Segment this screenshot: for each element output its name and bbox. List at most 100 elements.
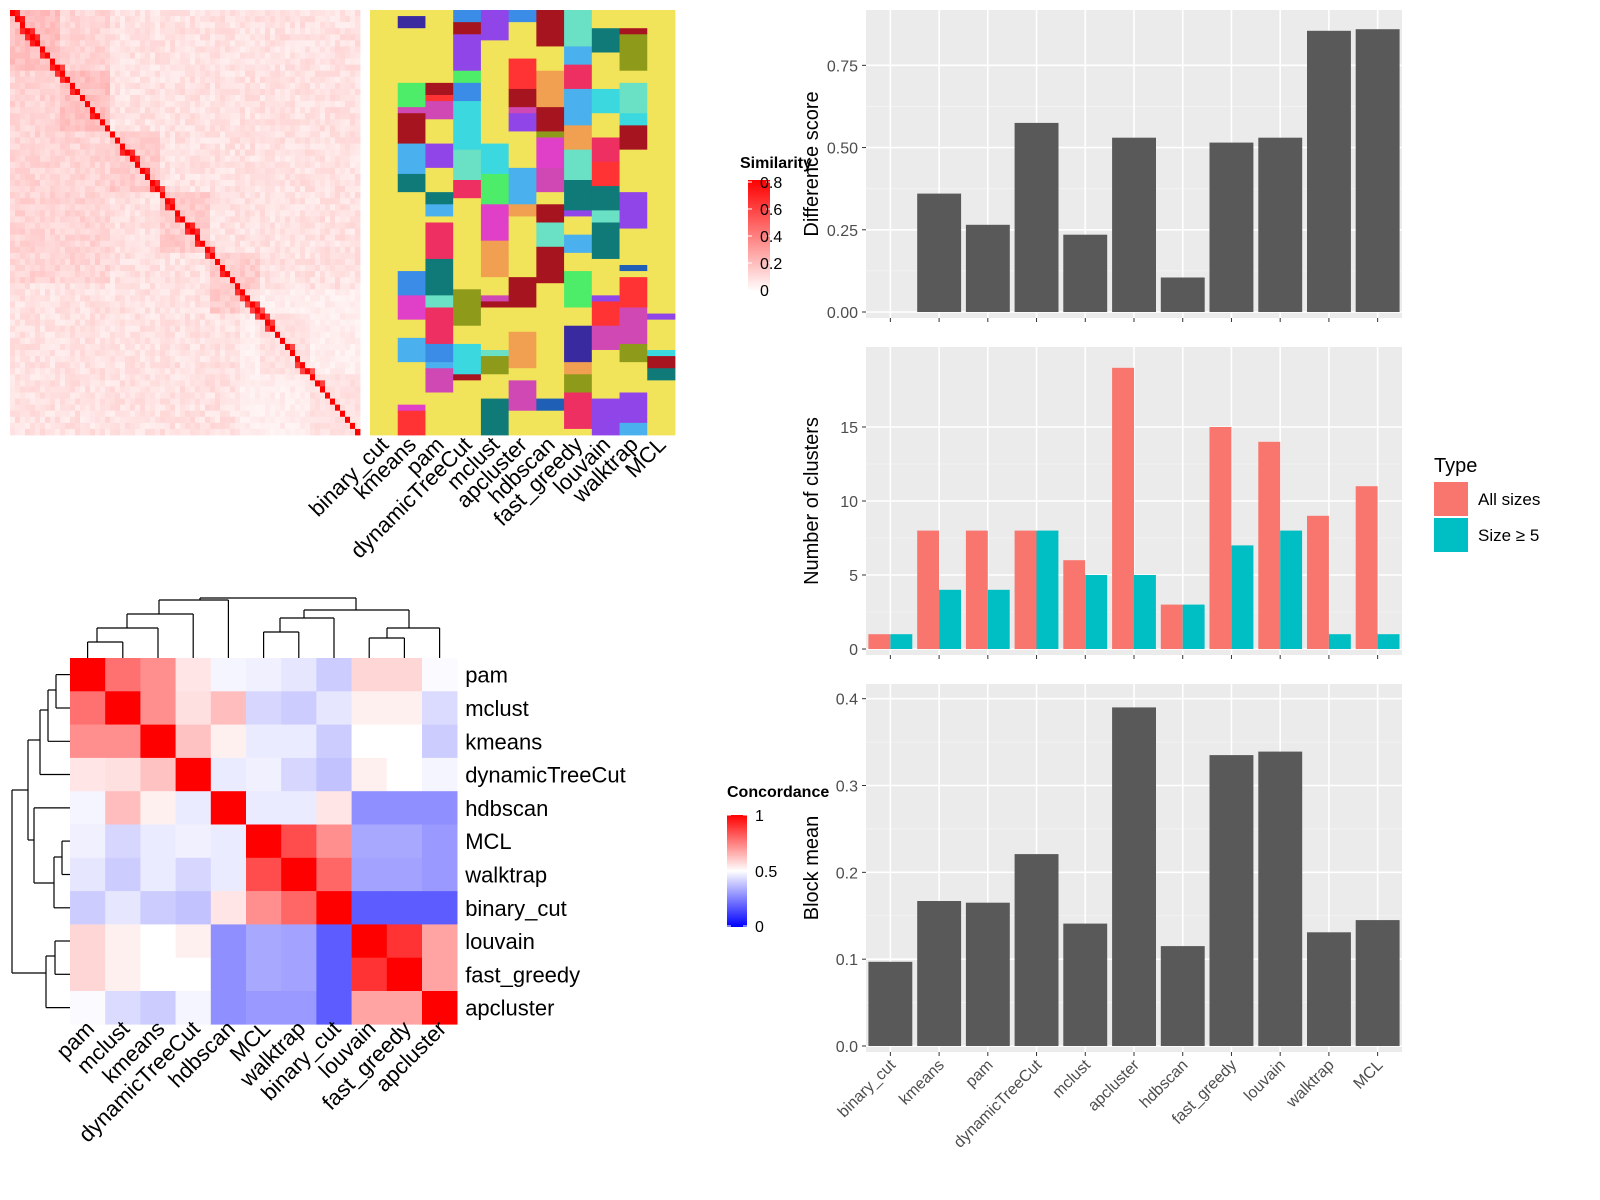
similarity-cell xyxy=(240,277,246,284)
similarity-cell xyxy=(105,22,111,29)
similarity-cell xyxy=(310,350,316,357)
similarity-cell xyxy=(195,343,201,351)
similarity-cell xyxy=(70,398,76,406)
similarity-cell xyxy=(150,325,156,333)
similarity-cell xyxy=(120,10,126,17)
similarity-cell xyxy=(325,119,331,126)
similarity-cell xyxy=(40,277,46,284)
similarity-cell xyxy=(185,252,191,260)
similarity-cell xyxy=(170,307,176,314)
similarity-cell xyxy=(110,222,116,229)
similarity-cell xyxy=(205,186,211,193)
similarity-cell xyxy=(265,319,271,327)
similarity-cell xyxy=(125,204,131,211)
similarity-cell xyxy=(205,180,211,187)
similarity-cell xyxy=(155,155,161,163)
similarity-cell xyxy=(30,119,36,126)
similarity-cell xyxy=(205,325,211,333)
similarity-cell xyxy=(60,88,66,96)
similarity-cell xyxy=(110,343,116,351)
similarity-cell xyxy=(120,131,126,138)
similarity-cell xyxy=(320,252,326,260)
similarity-cell xyxy=(10,82,16,90)
similarity-cell xyxy=(220,161,226,169)
similarity-cell xyxy=(335,398,341,406)
similarity-cell xyxy=(15,173,21,181)
similarity-cell xyxy=(70,277,76,284)
similarity-cell xyxy=(340,289,346,296)
similarity-cell xyxy=(180,198,186,205)
similarity-cell xyxy=(95,16,101,23)
similarity-cell xyxy=(70,410,76,418)
similarity-cell xyxy=(95,289,101,296)
similarity-cell xyxy=(355,173,361,181)
similarity-cell xyxy=(320,137,326,144)
similarity-cell xyxy=(10,362,16,369)
similarity-cell xyxy=(195,356,201,363)
similarity-cell xyxy=(65,10,71,17)
similarity-cell xyxy=(205,131,211,138)
similarity-cell xyxy=(210,386,216,393)
similarity-cell xyxy=(295,362,301,369)
similarity-cell xyxy=(185,392,191,399)
similarity-cell xyxy=(305,240,311,248)
similarity-cell xyxy=(45,137,51,144)
similarity-cell xyxy=(205,10,211,17)
similarity-cell xyxy=(20,137,26,144)
similarity-cell xyxy=(60,301,66,308)
similarity-cell xyxy=(170,404,176,412)
similarity-cell xyxy=(265,113,271,120)
similarity-cell xyxy=(45,210,51,217)
similarity-cell xyxy=(90,198,96,205)
similarity-cell xyxy=(160,234,166,242)
similarity-cell xyxy=(20,337,26,345)
similarity-cell xyxy=(25,101,31,108)
similarity-cell xyxy=(275,52,281,59)
similarity-cell xyxy=(80,180,86,187)
similarity-cell xyxy=(190,368,196,375)
similarity-cell xyxy=(225,180,231,187)
similarity-cell xyxy=(185,410,191,418)
similarity-cell xyxy=(195,410,201,418)
similarity-cell xyxy=(65,240,71,248)
similarity-cell xyxy=(330,404,336,412)
similarity-cell xyxy=(210,422,216,430)
similarity-cell xyxy=(190,343,196,351)
similarity-cell xyxy=(280,210,286,217)
similarity-cell xyxy=(45,76,51,84)
similarity-cell xyxy=(340,325,346,333)
similarity-cell xyxy=(260,180,266,187)
similarity-cell xyxy=(130,204,136,211)
similarity-cell xyxy=(80,88,86,96)
similarity-cell xyxy=(255,155,261,163)
similarity-cell xyxy=(330,143,336,151)
similarity-cell xyxy=(80,313,86,321)
similarity-cell xyxy=(10,392,16,399)
similarity-cell xyxy=(260,34,266,41)
similarity-cell xyxy=(170,301,176,308)
similarity-cell xyxy=(100,222,106,229)
similarity-cell xyxy=(100,192,106,199)
similarity-cell xyxy=(155,40,161,47)
similarity-cell xyxy=(355,76,361,84)
similarity-cell xyxy=(130,265,136,272)
similarity-cell xyxy=(310,16,316,23)
similarity-cell xyxy=(100,246,106,254)
similarity-cell xyxy=(330,216,336,223)
similarity-cell xyxy=(120,192,126,199)
similarity-cell xyxy=(160,10,166,17)
similarity-cell xyxy=(345,265,351,272)
similarity-cell xyxy=(175,319,181,327)
similarity-cell xyxy=(165,343,171,351)
similarity-cell xyxy=(15,331,21,339)
similarity-cell xyxy=(130,295,136,302)
similarity-cell xyxy=(180,113,186,120)
similarity-cell xyxy=(345,192,351,199)
similarity-cell xyxy=(55,198,61,205)
similarity-cell xyxy=(180,22,186,29)
similarity-cell xyxy=(95,386,101,393)
similarity-cell xyxy=(90,10,96,17)
similarity-cell xyxy=(95,222,101,229)
similarity-cell xyxy=(25,22,31,29)
similarity-cell xyxy=(290,331,296,339)
